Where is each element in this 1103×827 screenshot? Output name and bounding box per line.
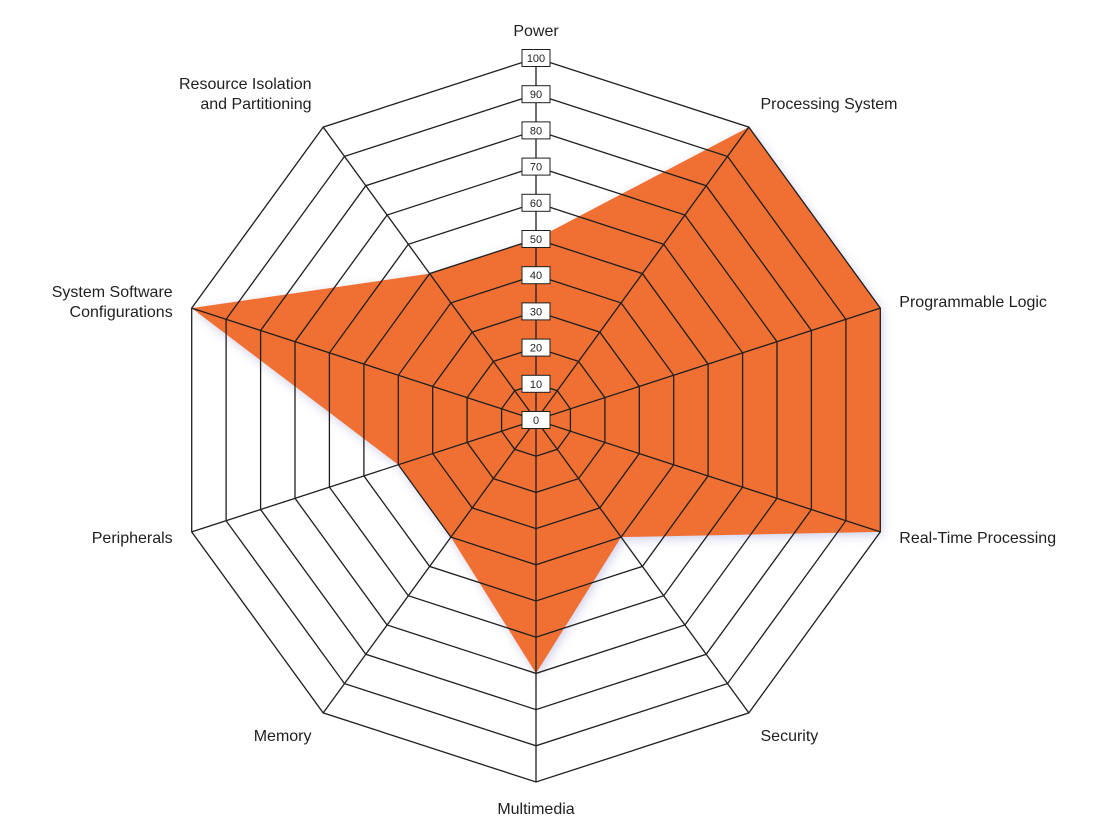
tick-box bbox=[521, 121, 551, 140]
grid-layer bbox=[191, 57, 881, 783]
spoke-9 bbox=[322, 126, 537, 421]
spoke-1 bbox=[535, 126, 750, 421]
axis-label-peripherals: Peripherals bbox=[92, 530, 173, 547]
spoke-6 bbox=[322, 419, 537, 714]
tick-label: 50 bbox=[521, 230, 551, 248]
tick-text: 80 bbox=[530, 125, 542, 137]
tick-label: 10 bbox=[521, 374, 551, 393]
spoke-7 bbox=[191, 419, 537, 533]
tick-box bbox=[521, 302, 551, 321]
tick-text: 100 bbox=[527, 53, 545, 65]
axis-label-line: Power bbox=[513, 23, 559, 40]
tick-box bbox=[521, 157, 551, 176]
tick-box bbox=[521, 193, 551, 212]
axis-label-line: Multimedia bbox=[497, 801, 574, 818]
axis-label-line: Security bbox=[761, 728, 819, 745]
tick-text: 50 bbox=[530, 234, 542, 246]
tick-text: 0 bbox=[533, 415, 539, 427]
axis-label-line: Peripherals bbox=[92, 530, 173, 547]
spoke-8 bbox=[191, 307, 537, 421]
tick-text: 20 bbox=[530, 343, 542, 355]
tick-text: 70 bbox=[530, 162, 542, 174]
tick-label: 40 bbox=[521, 266, 551, 285]
tick-box bbox=[521, 411, 551, 429]
axis-label-programmable-logic: Programmable Logic bbox=[899, 294, 1047, 311]
tick-text: 30 bbox=[530, 306, 542, 318]
tick-label: 100 bbox=[521, 49, 551, 67]
spoke-3 bbox=[535, 419, 881, 533]
axis-label-line: Processing System bbox=[761, 96, 898, 113]
tick-text: 10 bbox=[530, 379, 542, 391]
axis-label-real-time-processing: Real-Time Processing bbox=[899, 530, 1056, 547]
tick-label: 30 bbox=[521, 302, 551, 321]
axis-label-line: Memory bbox=[254, 728, 312, 745]
tick-box bbox=[521, 266, 551, 285]
axis-label-line: and Partitioning bbox=[200, 96, 311, 113]
axis-label-line: Resource Isolation bbox=[179, 76, 312, 93]
tick-label: 70 bbox=[521, 157, 551, 176]
tick-box bbox=[521, 338, 551, 357]
tick-label: 90 bbox=[521, 85, 551, 104]
axis-label-line: Configurations bbox=[70, 304, 173, 321]
tick-text: 60 bbox=[530, 198, 542, 210]
spoke-4 bbox=[535, 419, 750, 714]
axis-label-line: System Software bbox=[52, 284, 173, 301]
axis-label-security: Security bbox=[761, 728, 819, 745]
axis-label-processing-system: Processing System bbox=[761, 96, 898, 113]
tick-label-layer: 0 10 20 30 40 50 60 70 80 90 100 bbox=[521, 49, 551, 429]
axis-label-line: Real-Time Processing bbox=[899, 530, 1056, 547]
tick-box bbox=[521, 230, 551, 248]
tick-box bbox=[521, 374, 551, 393]
axis-label-multimedia: Multimedia bbox=[497, 801, 574, 818]
tick-label: 80 bbox=[521, 121, 551, 140]
tick-text: 40 bbox=[530, 270, 542, 282]
tick-label: 20 bbox=[521, 338, 551, 357]
tick-text: 90 bbox=[530, 89, 542, 101]
axis-label-line: Programmable Logic bbox=[899, 294, 1047, 311]
axis-label-memory: Memory bbox=[254, 728, 312, 745]
tick-box bbox=[521, 49, 551, 67]
tick-label: 0 bbox=[521, 411, 551, 429]
axis-label-layer: Power Processing System Programmable Logic… bbox=[52, 23, 1056, 818]
tick-box bbox=[521, 85, 551, 104]
axis-label-resource-isolation-and-partitioning: Resource Isolation and Partitioning bbox=[179, 76, 312, 113]
spoke-2 bbox=[535, 307, 881, 421]
axis-label-power: Power bbox=[513, 23, 559, 40]
tick-label: 60 bbox=[521, 193, 551, 212]
axis-label-system-software-configurations: System Software Configurations bbox=[52, 284, 173, 321]
